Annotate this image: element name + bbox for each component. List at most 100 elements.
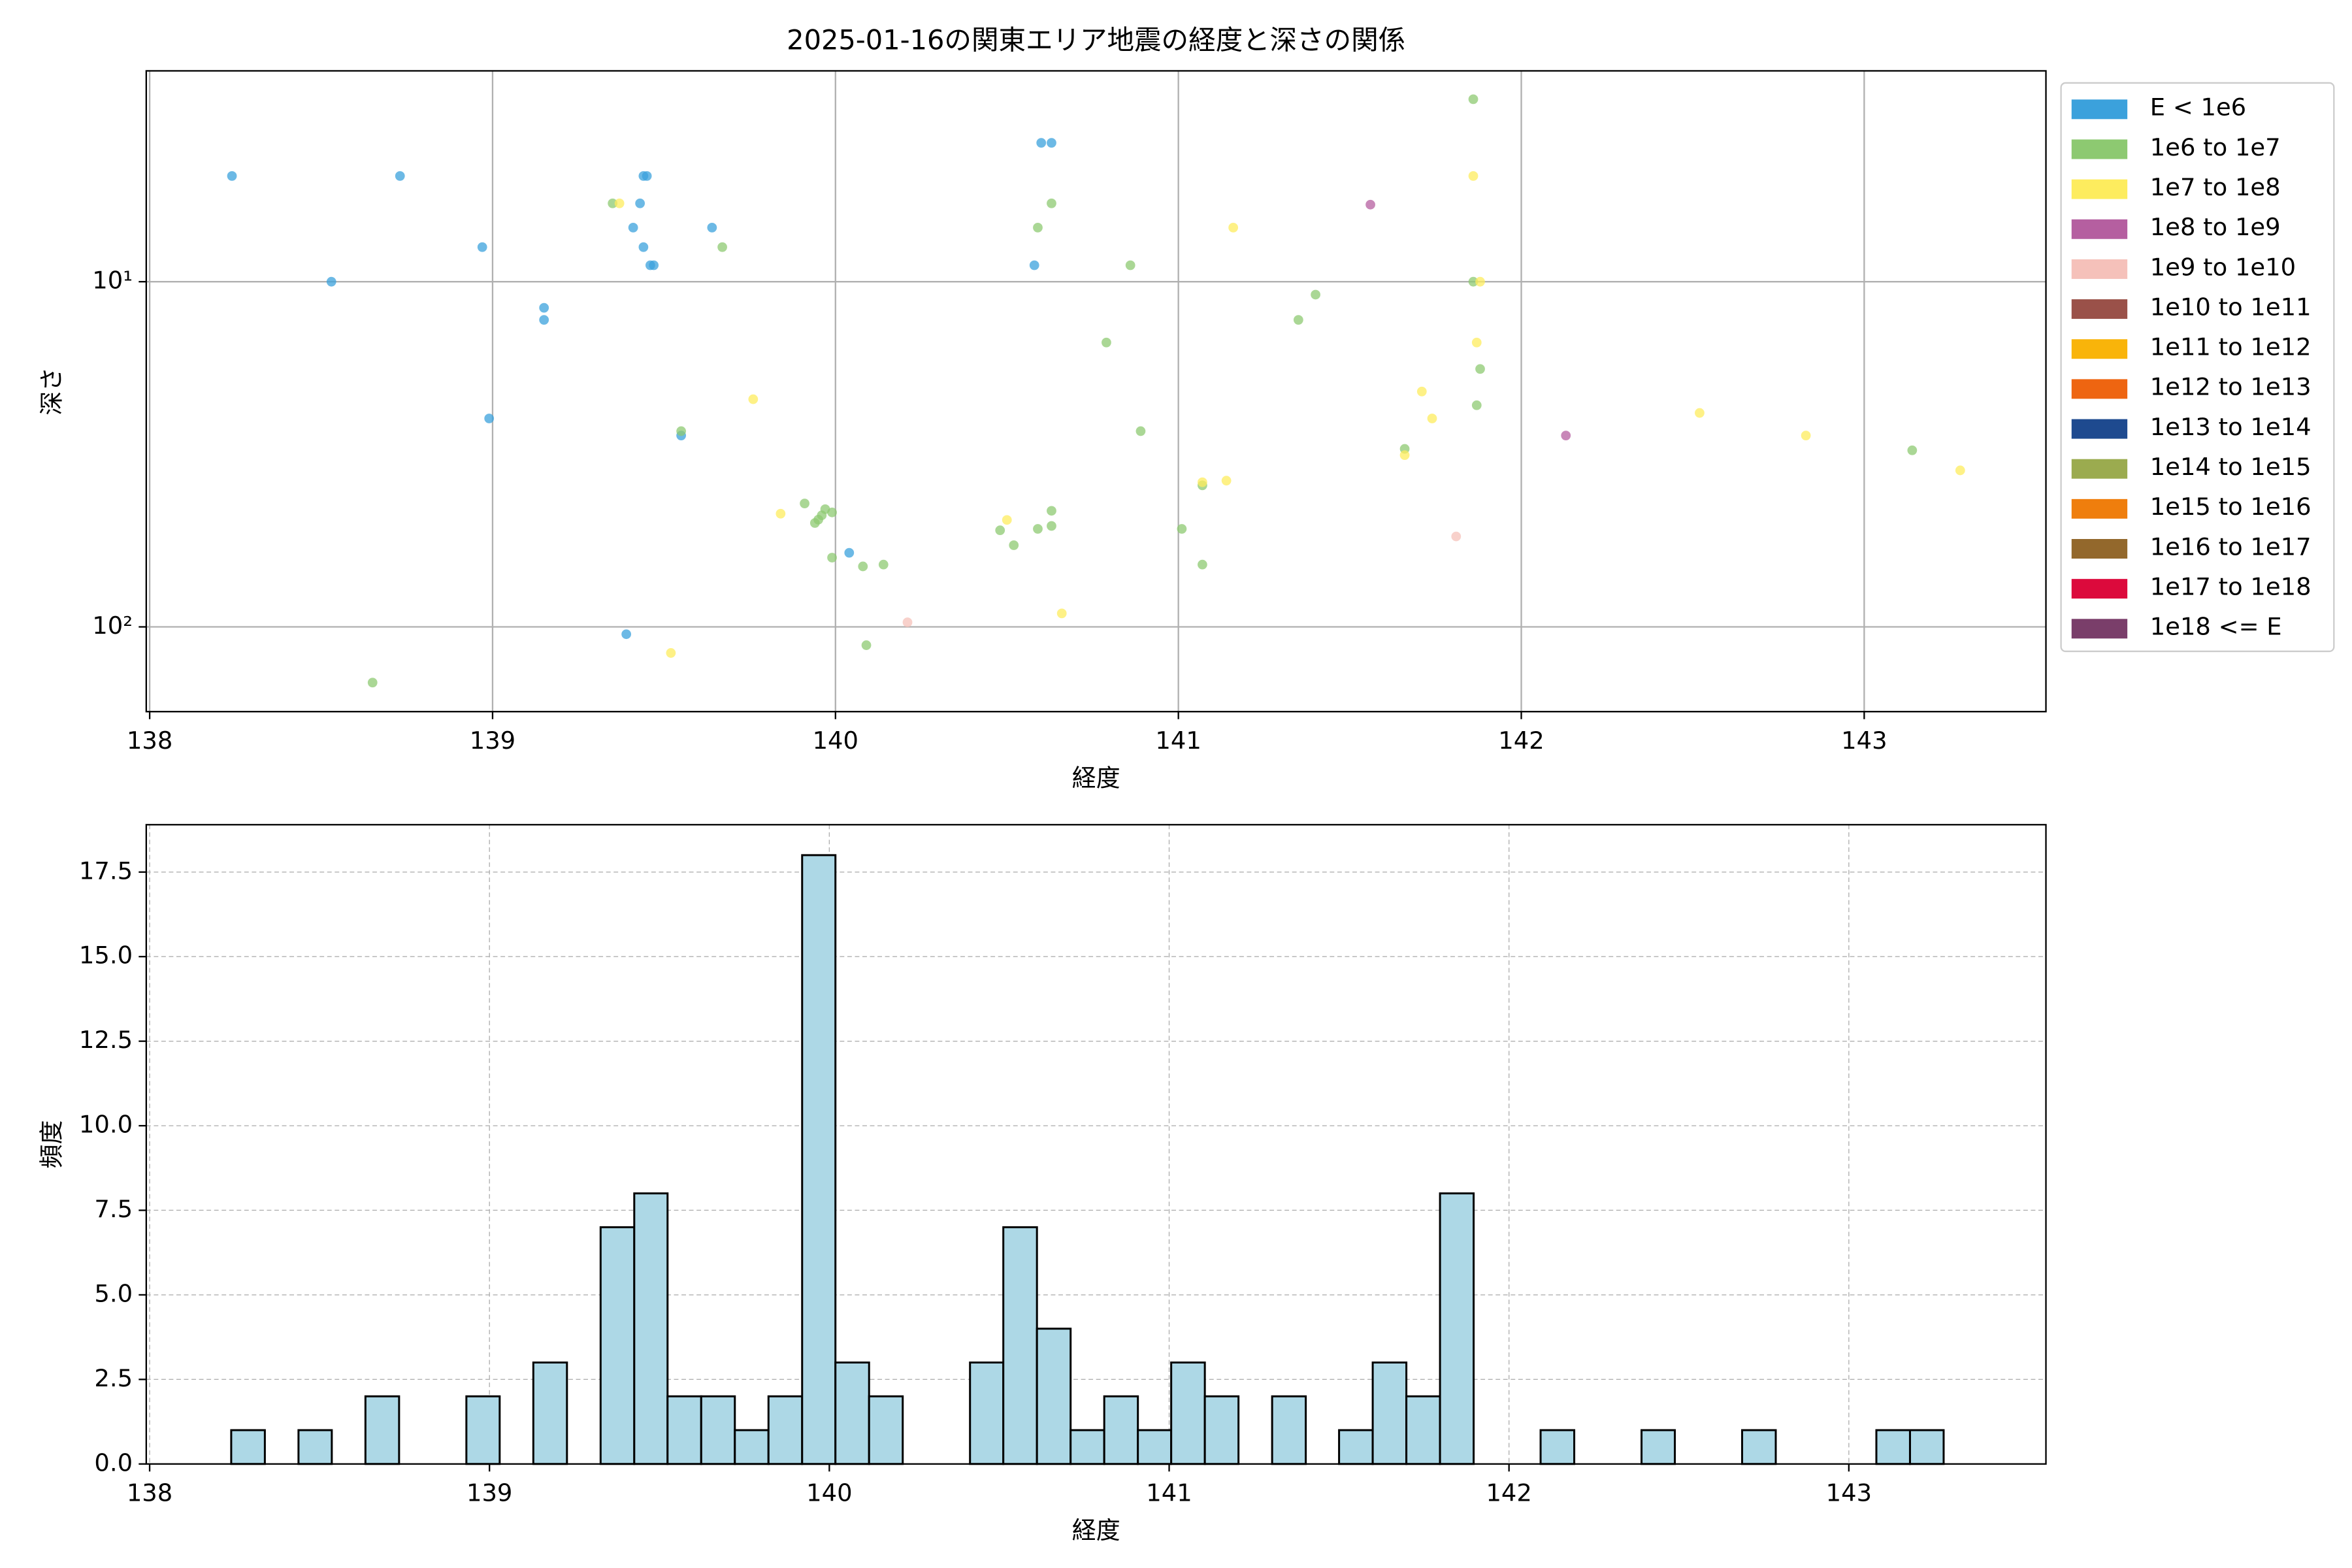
scatter-point — [1135, 426, 1146, 436]
scatter-point — [1451, 531, 1462, 542]
legend-label: 1e14 to 1e15 — [2150, 453, 2311, 481]
legend-label: 1e17 to 1e18 — [2150, 573, 2311, 601]
histogram-bar — [364, 1395, 400, 1465]
scatter-point — [1002, 515, 1012, 525]
y-axis-label: 深さ — [37, 367, 65, 416]
legend-label: 1e15 to 1e16 — [2150, 493, 2311, 521]
legend-label: 1e11 to 1e12 — [2150, 333, 2311, 361]
plot-frame — [145, 824, 2047, 1465]
x-tick-label: 142 — [1486, 1478, 1531, 1507]
x-axis-label: 経度 — [1072, 764, 1120, 792]
histogram-bar — [1203, 1395, 1240, 1465]
scatter-point — [621, 629, 632, 640]
y-axis-label: 頻度 — [37, 1120, 65, 1169]
scatter-point — [707, 222, 717, 233]
scatter-point — [539, 302, 549, 313]
histogram-bar — [1741, 1429, 1777, 1465]
scatter-point — [484, 414, 495, 423]
y-tick-label: 10¹ — [92, 267, 133, 295]
histogram-bar — [465, 1395, 501, 1465]
histogram-bar — [666, 1395, 702, 1465]
legend-swatch — [2071, 219, 2128, 239]
scatter-point — [227, 171, 237, 181]
legend-label: 1e16 to 1e17 — [2150, 532, 2311, 561]
scatter-point — [1228, 222, 1239, 233]
legend-label: 1e18 <= E — [2150, 613, 2282, 641]
x-tick-label: 138 — [127, 1478, 172, 1507]
legend-swatch — [2071, 539, 2128, 559]
legend-swatch — [2071, 139, 2128, 159]
histogram-bar — [868, 1395, 904, 1465]
x-tick-label: 140 — [806, 1478, 852, 1507]
scatter-point — [1475, 364, 1485, 374]
histogram-bar — [734, 1429, 770, 1465]
scatter-point — [1036, 138, 1047, 148]
scatter-point — [1475, 276, 1485, 287]
scatter-point — [666, 648, 676, 658]
histogram-bar — [1070, 1429, 1105, 1465]
histogram-bar — [969, 1361, 1005, 1465]
y-tick-label: 10² — [92, 612, 133, 640]
scatter-point — [1468, 94, 1478, 105]
histogram-bar — [1908, 1429, 1945, 1465]
scatter-point — [1009, 540, 1019, 550]
scatter-point — [642, 171, 652, 181]
histogram-bar — [1271, 1395, 1307, 1465]
chart-title: 2025-01-16の関東エリア地震の経度と深さの関係 — [787, 24, 1405, 56]
scatter-point — [995, 525, 1005, 536]
scatter-point — [1468, 276, 1478, 287]
y-tick-label: 10.0 — [79, 1111, 133, 1139]
x-tick-label: 142 — [1498, 727, 1544, 755]
histogram-bar — [801, 854, 837, 1465]
scatter-point — [1047, 506, 1056, 516]
histogram-bar — [633, 1192, 669, 1465]
legend-label: 1e10 to 1e11 — [2150, 293, 2311, 321]
y-tick-label: 2.5 — [94, 1364, 133, 1392]
legend-swatch — [2071, 619, 2128, 639]
histogram-bar — [1338, 1429, 1374, 1465]
x-tick-label: 139 — [466, 1478, 512, 1507]
scatter-point — [800, 498, 809, 509]
histogram-bar — [1170, 1361, 1206, 1465]
scatter-point — [539, 315, 549, 325]
scatter-point — [395, 171, 405, 181]
y-tick-label: 5.0 — [94, 1279, 133, 1307]
scatter-point — [1427, 414, 1437, 423]
histogram-bar — [834, 1361, 870, 1465]
scatter-point — [1056, 608, 1067, 619]
histogram-bar — [1641, 1429, 1676, 1465]
scatter-point — [1102, 337, 1111, 348]
x-tick-label: 143 — [1826, 1478, 1872, 1507]
x-tick-label: 143 — [1841, 727, 1887, 755]
histogram-bar — [599, 1226, 636, 1465]
scatter-point — [902, 617, 913, 627]
histogram-bar — [1875, 1429, 1911, 1465]
scatter-point — [1471, 400, 1482, 410]
histogram-bar — [230, 1429, 266, 1465]
histogram-bar — [1439, 1192, 1475, 1465]
legend-label: 1e12 to 1e13 — [2150, 373, 2311, 401]
x-tick-label: 141 — [1146, 1478, 1192, 1507]
scatter-point — [1907, 445, 1918, 455]
legend-label: 1e9 to 1e10 — [2150, 253, 2296, 281]
scatter-point — [1047, 521, 1056, 531]
plot-frame — [145, 70, 2047, 713]
legend-swatch — [2071, 99, 2128, 120]
y-tick-label: 7.5 — [94, 1195, 133, 1223]
histogram-bar — [532, 1361, 568, 1465]
scatter-point — [1198, 559, 1207, 570]
scatter-point — [1471, 337, 1482, 348]
legend-swatch — [2071, 379, 2128, 399]
legend-swatch — [2071, 259, 2128, 279]
scatter-point — [1801, 431, 1811, 440]
scatter-point — [776, 508, 786, 519]
scatter-point — [1198, 477, 1207, 487]
scatter-point — [638, 242, 649, 252]
legend-swatch — [2071, 579, 2128, 599]
scatter-point — [1221, 476, 1232, 486]
histogram-bar — [767, 1395, 804, 1465]
legend-box — [2060, 82, 2335, 653]
scatter-point — [608, 198, 618, 208]
scatter-point — [1177, 524, 1187, 534]
scatter-point — [1033, 222, 1043, 233]
